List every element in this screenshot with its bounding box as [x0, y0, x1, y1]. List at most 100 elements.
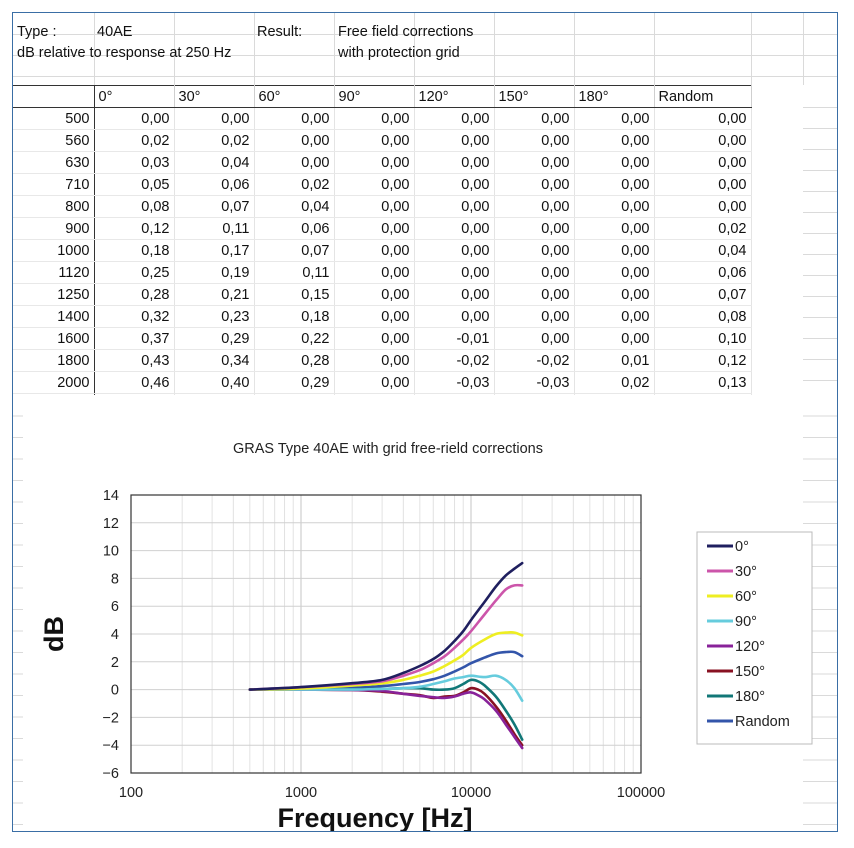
value-cell[interactable]: 0,14 — [654, 393, 752, 395]
value-cell[interactable]: 0,00 — [574, 283, 655, 306]
value-cell[interactable]: 0,00 — [494, 305, 575, 328]
value-cell[interactable]: 0,17 — [174, 239, 255, 262]
value-cell[interactable]: -0,04 — [414, 393, 495, 395]
value-cell[interactable]: 0,15 — [254, 283, 335, 306]
value-cell[interactable]: 0,00 — [334, 349, 415, 372]
value-cell[interactable]: 0,43 — [94, 349, 175, 372]
column-header[interactable]: 120° — [414, 85, 495, 108]
value-cell[interactable]: 0,00 — [254, 107, 335, 130]
value-cell[interactable]: 0,00 — [334, 393, 415, 395]
value-cell[interactable]: 0,12 — [654, 349, 752, 372]
value-cell[interactable]: 0,32 — [254, 393, 335, 395]
value-cell[interactable]: 0,00 — [494, 173, 575, 196]
value-cell[interactable]: 0,00 — [654, 195, 752, 218]
value-cell[interactable]: 0,00 — [414, 129, 495, 152]
value-cell[interactable]: 0,22 — [254, 327, 335, 350]
frequency-cell[interactable]: 2240 — [13, 393, 95, 395]
value-cell[interactable]: 0,07 — [174, 195, 255, 218]
frequency-cell[interactable]: 1800 — [13, 349, 95, 372]
value-cell[interactable]: 0,00 — [574, 195, 655, 218]
value-cell[interactable]: 0,00 — [494, 327, 575, 350]
frequency-cell[interactable]: 800 — [13, 195, 95, 218]
column-header[interactable]: 0° — [94, 85, 175, 108]
value-cell[interactable]: 0,00 — [574, 173, 655, 196]
frequency-cell[interactable]: 1400 — [13, 305, 95, 328]
value-cell[interactable]: 0,00 — [414, 107, 495, 130]
value-cell[interactable]: 0,32 — [94, 305, 175, 328]
value-cell[interactable]: 0,00 — [254, 129, 335, 152]
value-cell[interactable]: 0,18 — [94, 239, 175, 262]
value-cell[interactable]: 0,04 — [654, 239, 752, 262]
value-cell[interactable]: 0,00 — [574, 327, 655, 350]
value-cell[interactable]: 0,12 — [94, 217, 175, 240]
value-cell[interactable]: 0,00 — [574, 261, 655, 284]
value-cell[interactable]: 0,11 — [254, 261, 335, 284]
value-cell[interactable]: 0,08 — [654, 305, 752, 328]
value-cell[interactable]: 0,00 — [334, 195, 415, 218]
value-cell[interactable]: 0,29 — [174, 327, 255, 350]
frequency-cell[interactable]: 1600 — [13, 327, 95, 350]
value-cell[interactable]: 0,00 — [334, 173, 415, 196]
value-cell[interactable]: 0,00 — [574, 217, 655, 240]
value-cell[interactable]: 0,00 — [334, 151, 415, 174]
frequency-cell[interactable]: 1250 — [13, 283, 95, 306]
value-cell[interactable]: 0,00 — [494, 195, 575, 218]
value-cell[interactable]: 0,00 — [334, 371, 415, 394]
value-cell[interactable]: 0,00 — [494, 151, 575, 174]
value-cell[interactable]: 0,11 — [174, 217, 255, 240]
value-cell[interactable]: -0,04 — [494, 393, 575, 395]
frequency-cell[interactable]: 500 — [13, 107, 95, 130]
value-cell[interactable]: 0,00 — [414, 195, 495, 218]
frequency-cell[interactable]: 1000 — [13, 239, 95, 262]
value-cell[interactable]: 0,02 — [654, 217, 752, 240]
value-cell[interactable]: 0,46 — [94, 371, 175, 394]
value-cell[interactable]: 0,00 — [414, 261, 495, 284]
value-cell[interactable]: 0,00 — [574, 107, 655, 130]
value-cell[interactable]: 0,00 — [654, 129, 752, 152]
frequency-cell[interactable]: 710 — [13, 173, 95, 196]
value-cell[interactable]: 0,03 — [574, 393, 655, 395]
value-cell[interactable]: 0,25 — [94, 261, 175, 284]
value-cell[interactable]: 0,34 — [174, 349, 255, 372]
value-cell[interactable]: 0,02 — [254, 173, 335, 196]
value-cell[interactable]: 0,00 — [654, 151, 752, 174]
value-cell[interactable]: 0,07 — [254, 239, 335, 262]
column-header[interactable]: 60° — [254, 85, 335, 108]
value-cell[interactable]: 0,00 — [574, 305, 655, 328]
value-cell[interactable]: 0,02 — [94, 129, 175, 152]
value-cell[interactable]: 0,02 — [574, 371, 655, 394]
value-cell[interactable]: 0,19 — [174, 261, 255, 284]
value-cell[interactable]: 0,00 — [334, 217, 415, 240]
frequency-cell[interactable]: 2000 — [13, 371, 95, 394]
value-cell[interactable]: 0,00 — [574, 129, 655, 152]
value-cell[interactable]: 0,00 — [414, 173, 495, 196]
value-cell[interactable]: 0,02 — [174, 129, 255, 152]
value-cell[interactable]: -0,03 — [494, 371, 575, 394]
value-cell[interactable]: 0,00 — [654, 173, 752, 196]
value-cell[interactable]: 0,04 — [174, 151, 255, 174]
value-cell[interactable]: 0,06 — [174, 173, 255, 196]
column-header[interactable]: 180° — [574, 85, 655, 108]
value-cell[interactable]: 0,00 — [414, 305, 495, 328]
value-cell[interactable]: 0,08 — [94, 195, 175, 218]
value-cell[interactable]: 0,01 — [574, 349, 655, 372]
value-cell[interactable]: 0,00 — [654, 107, 752, 130]
value-cell[interactable]: 0,00 — [254, 151, 335, 174]
frequency-cell[interactable]: 560 — [13, 129, 95, 152]
value-cell[interactable]: 0,00 — [494, 239, 575, 262]
value-cell[interactable]: 0,00 — [494, 261, 575, 284]
value-cell[interactable]: 0,06 — [654, 261, 752, 284]
value-cell[interactable]: 0,00 — [94, 107, 175, 130]
value-cell[interactable]: 0,00 — [414, 151, 495, 174]
value-cell[interactable]: 0,21 — [174, 283, 255, 306]
value-cell[interactable]: 0,40 — [174, 371, 255, 394]
type-value[interactable]: 40AE — [97, 24, 133, 40]
value-cell[interactable]: 0,28 — [94, 283, 175, 306]
value-cell[interactable]: 0,00 — [334, 305, 415, 328]
value-cell[interactable]: 0,04 — [254, 195, 335, 218]
value-cell[interactable]: 0,00 — [334, 283, 415, 306]
value-cell[interactable]: 0,18 — [254, 305, 335, 328]
result-value[interactable]: Free field corrections — [338, 24, 474, 40]
value-cell[interactable]: 0,00 — [334, 327, 415, 350]
value-cell[interactable]: 0,00 — [574, 239, 655, 262]
